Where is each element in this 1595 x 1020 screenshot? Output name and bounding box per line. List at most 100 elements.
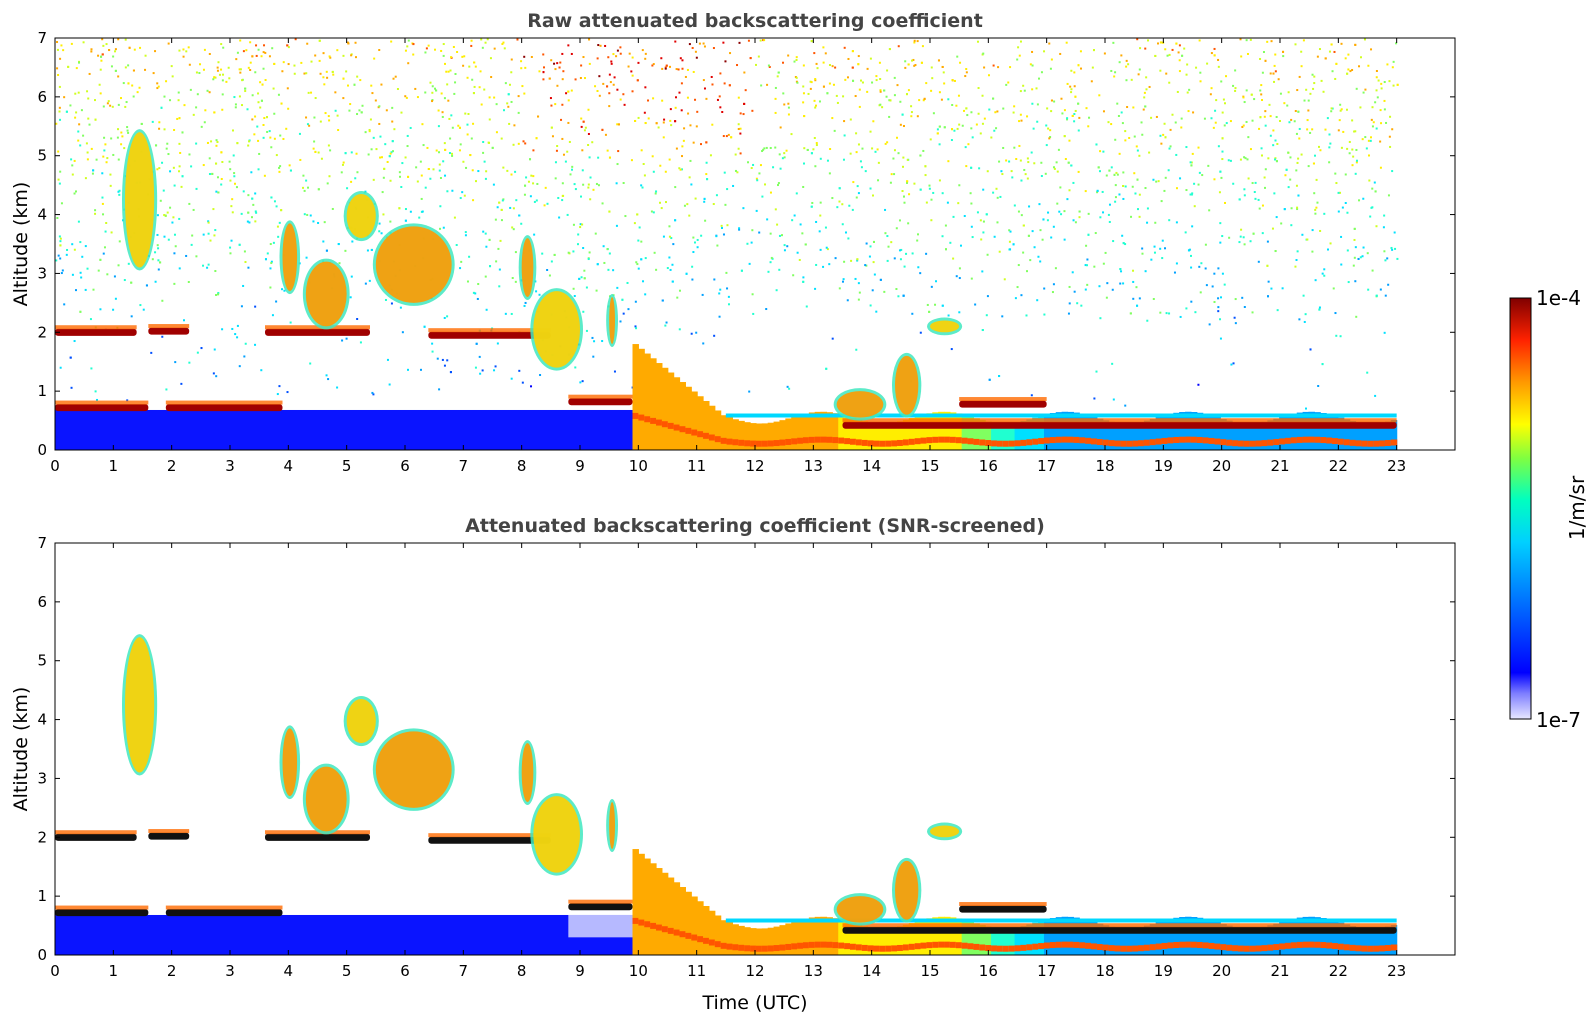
- aerosol-core: [1343, 944, 1351, 951]
- noise-pixel: [970, 277, 973, 280]
- aerosol-column: [1091, 921, 1098, 955]
- noise-pixel: [585, 329, 588, 332]
- noise-pixel: [1245, 89, 1248, 92]
- noise-pixel: [650, 210, 653, 213]
- noise-pixel: [1234, 322, 1237, 325]
- noise-pixel: [272, 241, 275, 244]
- noise-pixel: [1190, 193, 1193, 196]
- aerosol-column: [1296, 917, 1304, 955]
- noise-pixel: [1269, 134, 1272, 137]
- aerosol-core: [656, 924, 663, 931]
- noise-pixel: [928, 310, 931, 313]
- noise-pixel: [965, 165, 968, 168]
- noise-pixel: [481, 369, 484, 372]
- noise-pixel: [580, 195, 583, 198]
- noise-pixel: [451, 152, 454, 155]
- aerosol-core: [1120, 440, 1127, 447]
- noise-pixel: [796, 81, 799, 84]
- noise-pixel: [231, 211, 234, 214]
- noise-pixel: [1011, 176, 1014, 179]
- noise-pixel: [762, 148, 765, 151]
- aerosol-core: [955, 942, 963, 949]
- noise-pixel: [512, 143, 515, 146]
- noise-pixel: [254, 220, 257, 223]
- noise-pixel: [399, 175, 402, 178]
- noise-pixel: [761, 195, 764, 198]
- aerosol-core: [697, 936, 704, 943]
- noise-pixel: [504, 82, 507, 85]
- aerosol-core: [1196, 941, 1204, 948]
- noise-pixel: [154, 280, 157, 283]
- noise-pixel: [341, 163, 344, 166]
- noise-pixel: [719, 72, 722, 75]
- noise-pixel: [1239, 38, 1242, 41]
- noise-pixel: [1155, 115, 1158, 118]
- noise-pixel: [459, 143, 462, 146]
- noise-pixel: [163, 214, 166, 217]
- noise-pixel: [923, 97, 926, 100]
- noise-pixel: [641, 186, 644, 189]
- noise-pixel: [372, 136, 375, 139]
- noise-pixel: [1007, 81, 1010, 84]
- noise-pixel: [1067, 161, 1070, 164]
- y-tick-label: 2: [37, 828, 47, 846]
- noise-pixel: [855, 151, 858, 154]
- aerosol-column: [1049, 413, 1057, 450]
- noise-pixel: [944, 248, 947, 251]
- noise-pixel: [157, 259, 160, 262]
- x-tick-label: 2: [167, 457, 177, 475]
- noise-pixel: [955, 104, 958, 107]
- noise-pixel: [1220, 296, 1223, 299]
- aerosol-core: [1091, 438, 1098, 445]
- noise-pixel: [642, 163, 645, 166]
- noise-pixel: [404, 156, 407, 159]
- noise-pixel: [1122, 184, 1125, 187]
- noise-pixel: [109, 173, 112, 176]
- noise-pixel: [1387, 283, 1390, 286]
- noise-pixel: [1342, 130, 1345, 133]
- noise-pixel: [709, 154, 712, 157]
- noise-pixel: [1244, 157, 1247, 160]
- noise-pixel: [822, 265, 825, 268]
- aerosol-core: [1332, 438, 1339, 445]
- noise-pixel: [1352, 264, 1355, 267]
- noise-pixel: [320, 157, 323, 160]
- noise-pixel: [239, 71, 242, 74]
- noise-pixel: [1084, 288, 1087, 291]
- aerosol-core: [1096, 439, 1104, 446]
- noise-pixel: [102, 252, 105, 255]
- noise-pixel: [214, 229, 217, 232]
- noise-pixel: [951, 128, 954, 131]
- noise-pixel: [285, 127, 288, 130]
- noise-pixel: [1027, 161, 1030, 164]
- noise-pixel: [59, 244, 62, 247]
- noise-pixel: [757, 55, 760, 58]
- noise-pixel: [60, 272, 63, 275]
- noise-pixel: [1153, 251, 1156, 254]
- noise-pixel: [1217, 58, 1220, 61]
- noise-pixel: [1009, 230, 1012, 233]
- noise-pixel: [562, 153, 565, 156]
- noise-pixel: [980, 238, 983, 241]
- noise-pixel: [1119, 268, 1122, 271]
- noise-pixel: [259, 81, 262, 84]
- noise-pixel: [317, 221, 320, 224]
- cloud-core: [305, 261, 347, 327]
- noise-pixel: [899, 123, 902, 126]
- noise-pixel: [574, 188, 577, 191]
- noise-pixel: [790, 133, 793, 136]
- noise-pixel: [730, 136, 733, 139]
- noise-pixel: [331, 207, 334, 210]
- aerosol-column: [744, 422, 751, 450]
- x-tick-label: 18: [1095, 457, 1114, 475]
- noise-pixel: [520, 67, 523, 70]
- noise-pixel: [662, 121, 665, 124]
- aerosol-column: [1132, 423, 1139, 450]
- noise-pixel: [581, 223, 584, 226]
- noise-pixel: [313, 116, 316, 119]
- aerosol-core: [808, 436, 816, 443]
- noise-pixel: [1217, 297, 1220, 300]
- noise-pixel: [836, 206, 839, 209]
- aerosol-column: [1032, 417, 1039, 450]
